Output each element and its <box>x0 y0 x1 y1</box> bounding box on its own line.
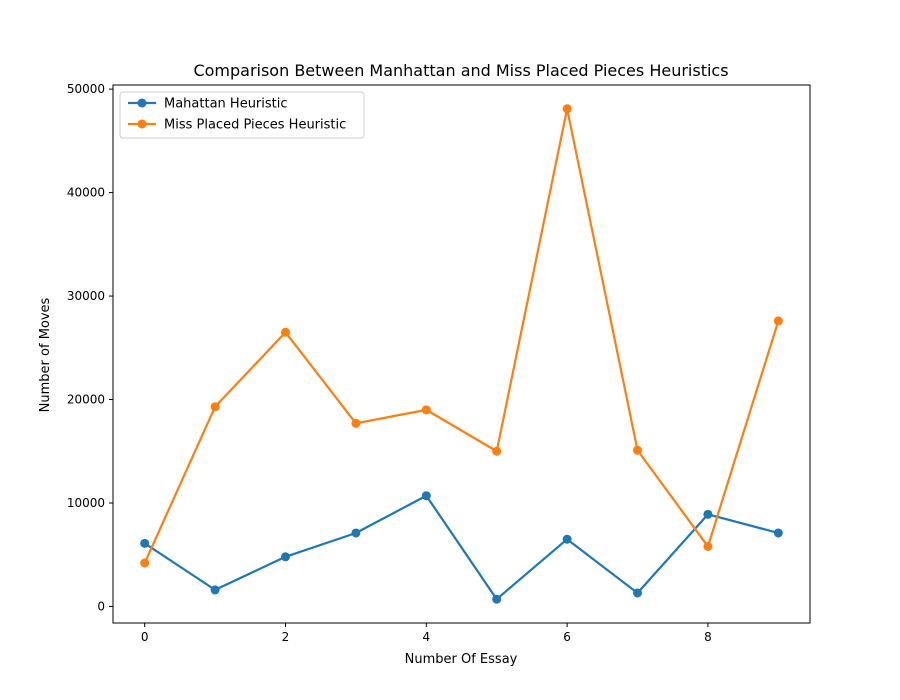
series-1 <box>140 491 783 604</box>
data-point <box>562 104 572 114</box>
legend: Mahattan Heuristic Miss Placed Pieces Heu… <box>119 91 365 139</box>
data-point <box>492 594 502 604</box>
data-point <box>773 528 783 538</box>
legend-item: Miss Placed Pieces Heuristic <box>128 118 346 133</box>
y-tick-label: 20000 <box>67 393 105 407</box>
series-line <box>144 494 779 601</box>
series-layer <box>140 104 783 604</box>
plot-frame <box>112 84 811 624</box>
data-point <box>703 509 713 519</box>
legend-marker <box>137 98 147 108</box>
x-tick-label: 8 <box>704 630 712 644</box>
x-tick-label: 6 <box>563 630 571 644</box>
data-point <box>633 588 643 598</box>
data-point <box>210 585 220 595</box>
y-axis: 0 10000 20000 30000 40000 50000 <box>67 82 113 613</box>
legend-label: Mahattan Heuristic <box>164 97 288 112</box>
data-point <box>492 446 502 456</box>
y-tick-label: 10000 <box>67 496 105 510</box>
y-tick-label: 30000 <box>67 289 105 303</box>
legend-box <box>119 91 365 139</box>
data-point <box>421 491 431 501</box>
x-axis: 0 2 4 6 8 <box>141 623 712 644</box>
data-point <box>421 405 431 415</box>
y-axis-title: Number of Moves <box>38 297 53 412</box>
data-point <box>773 316 783 326</box>
data-point <box>140 538 150 548</box>
chart-title: Comparison Between Manhattan and Miss Pl… <box>193 61 728 80</box>
legend-item: Mahattan Heuristic <box>128 97 288 112</box>
y-tick-label: 0 <box>97 599 105 613</box>
data-point <box>351 528 361 538</box>
series-2 <box>140 104 783 568</box>
x-tick-label: 0 <box>141 630 149 644</box>
data-point <box>351 418 361 428</box>
data-point <box>210 402 220 412</box>
x-tick-label: 2 <box>282 630 290 644</box>
legend-label: Miss Placed Pieces Heuristic <box>164 118 346 133</box>
y-tick-label: 50000 <box>67 82 105 96</box>
data-point <box>703 541 713 551</box>
data-point <box>633 445 643 455</box>
data-point <box>280 327 290 337</box>
x-axis-title: Number Of Essay <box>405 652 518 667</box>
data-point <box>280 552 290 562</box>
plot-area <box>112 84 811 624</box>
x-tick-label: 4 <box>422 630 430 644</box>
data-point <box>562 534 572 544</box>
data-point <box>140 558 150 568</box>
legend-marker <box>137 119 147 129</box>
y-tick-label: 40000 <box>67 186 105 200</box>
series-line <box>143 107 780 564</box>
